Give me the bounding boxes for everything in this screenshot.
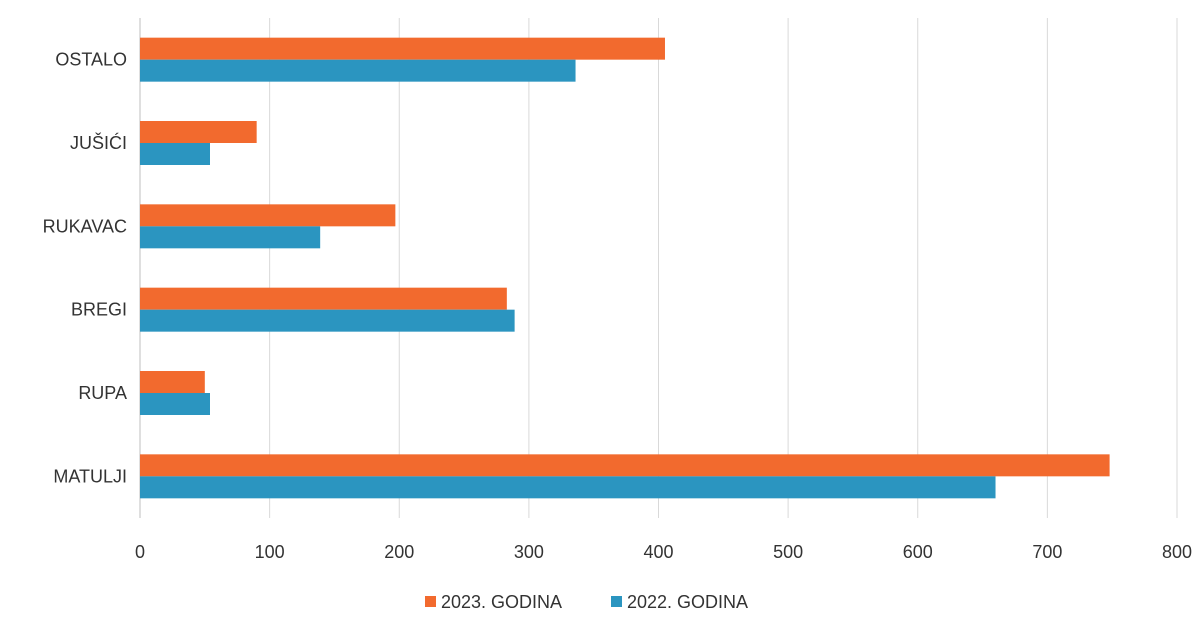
- bar-series-a-ostalo: [140, 37, 665, 60]
- bar-series-b-rukavac: [140, 226, 321, 249]
- legend-label: 2023. GODINA: [441, 592, 562, 612]
- gridlines: [139, 18, 1178, 518]
- legend-label: 2022. GODINA: [627, 592, 748, 612]
- tick-label: 300: [514, 542, 544, 562]
- category-label: RUPA: [78, 383, 127, 403]
- bar-series-b-rupa: [140, 393, 210, 415]
- bar-series-a-rukavac: [140, 204, 396, 227]
- bar-series-a-rupa: [140, 371, 205, 393]
- bar-series-b-ostalo: [140, 59, 576, 82]
- bar-series-b-matulji: [140, 476, 996, 499]
- tick-label: 500: [773, 542, 803, 562]
- legend-swatch: [425, 596, 436, 607]
- category-label: JUŠIĆI: [70, 132, 127, 153]
- tick-label: 100: [255, 542, 285, 562]
- tick-label: 0: [135, 542, 145, 562]
- category-label: OSTALO: [55, 50, 127, 70]
- category-label: BREGI: [71, 300, 127, 320]
- category-label: MATULJI: [53, 466, 127, 486]
- bar-series-a-bregi: [140, 287, 507, 310]
- tick-label: 600: [903, 542, 933, 562]
- bar-series-b-jušići: [140, 143, 210, 165]
- category-label: RUKAVAC: [43, 216, 127, 236]
- bars: [140, 37, 1110, 499]
- legend: 2023. GODINA 2022. GODINA: [425, 592, 748, 612]
- tick-label: 700: [1032, 542, 1062, 562]
- tick-labels: 0 100 200 300 400 500 600 700 800: [135, 542, 1192, 562]
- tick-label: 400: [643, 542, 673, 562]
- tick-label: 800: [1162, 542, 1192, 562]
- legend-swatch: [611, 596, 622, 607]
- bar-series-b-bregi: [140, 309, 515, 332]
- tick-label: 200: [384, 542, 414, 562]
- category-labels: MATULJI RUPA BREGI RUKAVAC JUŠIĆI OSTALO: [43, 50, 127, 487]
- bar-series-a-matulji: [140, 454, 1110, 477]
- bar-series-a-jušići: [140, 121, 257, 143]
